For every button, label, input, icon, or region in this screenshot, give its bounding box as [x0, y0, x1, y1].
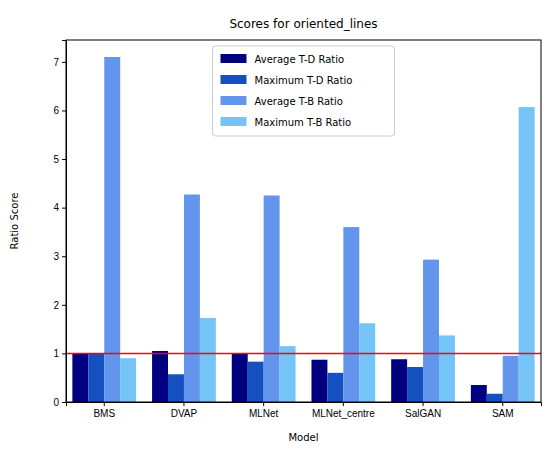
bar	[104, 57, 120, 402]
y-axis-title: Ratio Score	[9, 193, 20, 250]
bar	[264, 195, 280, 402]
bar	[248, 362, 264, 402]
legend-swatch	[221, 54, 247, 63]
y-tick-mark	[62, 353, 66, 354]
y-tick-mark	[62, 208, 66, 209]
y-tick-mark	[62, 305, 66, 306]
legend-swatch	[221, 96, 247, 105]
legend-label: Maximum T-D Ratio	[255, 75, 353, 86]
y-tick-label: 2	[53, 300, 59, 311]
bar	[487, 394, 503, 402]
legend-box	[213, 46, 395, 136]
bar	[120, 358, 136, 402]
x-tick: SalGAN	[405, 402, 441, 419]
y-tick-mark	[62, 402, 66, 403]
legend: Average T-D Ratio Maximum T-D Ratio Averag…	[213, 46, 395, 136]
bar	[439, 335, 455, 402]
bar	[72, 353, 88, 402]
y-tick-label: 4	[53, 202, 59, 213]
bar	[503, 356, 519, 402]
x-axis-line	[67, 403, 542, 407]
x-tick-mark	[502, 402, 503, 406]
bar	[232, 353, 248, 402]
bar	[280, 346, 296, 402]
legend-label: Maximum T-B Ratio	[255, 117, 352, 128]
legend-swatch	[221, 75, 247, 84]
bar	[471, 385, 487, 402]
y-tick-label: 7	[53, 57, 59, 68]
title: Scores for oriented_lines	[229, 17, 377, 31]
x-tick: BMS	[93, 402, 115, 419]
x-axis: BMS DVAP MLNet MLNet_centre SalGAN SAM	[67, 402, 542, 419]
x-tick: DVAP	[171, 402, 198, 419]
x-tick-label: SAM	[492, 408, 514, 419]
x-axis-title: Model	[288, 432, 318, 443]
y-tick: 6	[53, 105, 66, 116]
x-tick-label: DVAP	[171, 408, 198, 419]
bar	[327, 373, 343, 402]
y-tick-mark	[62, 159, 66, 160]
x-tick: MLNet	[249, 402, 279, 419]
bar	[88, 353, 104, 402]
y-tick-label: 0	[53, 397, 59, 408]
x-tick-label: BMS	[93, 408, 115, 419]
x-tick-label: MLNet_centre	[312, 408, 375, 419]
x-tick-mark	[183, 402, 184, 406]
y-tick: 0	[53, 397, 66, 408]
legend-swatch	[221, 117, 247, 126]
bar	[519, 107, 535, 402]
x-tick-mark	[343, 402, 344, 406]
x-tick-mark	[423, 402, 424, 406]
x-tick-label: MLNet	[249, 408, 279, 419]
y-tick: 1	[53, 348, 66, 359]
x-tick-label: SalGAN	[405, 408, 441, 419]
y-tick-mark	[62, 62, 66, 63]
bar	[184, 195, 200, 402]
frame	[66, 40, 541, 402]
y-tick-label: 5	[53, 154, 59, 165]
y-tick: 2	[53, 300, 66, 311]
reference-line	[66, 353, 541, 355]
bar	[423, 260, 439, 402]
y-tick-label: 3	[53, 251, 59, 262]
chart: 0 1 2 3 4 5 6 7 BMS DVAP MLNet MLNet_centre SalGAN SA…	[0, 0, 557, 455]
bar	[359, 323, 375, 402]
bar	[200, 318, 216, 402]
y-tick: 4	[53, 202, 66, 213]
y-tick-mark	[62, 110, 66, 111]
bar	[391, 359, 407, 402]
x-tick-mark	[263, 402, 264, 406]
x-tick-mark	[104, 402, 105, 406]
bar	[168, 374, 184, 402]
y-tick-label: 6	[53, 105, 59, 116]
y-tick: 7	[53, 57, 66, 68]
x-tick: MLNet_centre	[312, 402, 375, 419]
x-tick: SAM	[492, 402, 514, 419]
plot: 0 1 2 3 4 5 6 7 BMS DVAP MLNet MLNet_centre SalGAN SA…	[53, 40, 541, 419]
y-tick: 3	[53, 251, 66, 262]
legend-label: Average T-D Ratio	[255, 54, 345, 65]
y-tick-mark	[62, 256, 66, 257]
bar	[152, 351, 168, 402]
bar	[343, 227, 359, 402]
legend-label: Average T-B Ratio	[255, 96, 343, 107]
bar	[311, 360, 327, 402]
y-tick-label: 1	[53, 348, 59, 359]
y-tick: 5	[53, 154, 66, 165]
y-axis: 0 1 2 3 4 5 6 7	[53, 41, 66, 408]
bar	[407, 367, 423, 402]
